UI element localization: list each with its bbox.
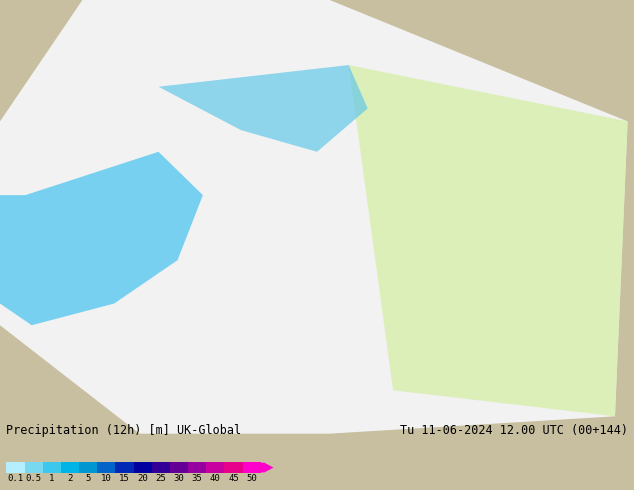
Text: 2: 2 (67, 474, 73, 483)
Bar (61, 462, 79, 473)
Bar (224, 462, 243, 473)
Text: 0.1: 0.1 (8, 474, 23, 483)
Text: Precipitation (12h) [m] UK-Global: Precipitation (12h) [m] UK-Global (6, 424, 242, 437)
Bar (152, 462, 170, 473)
Polygon shape (0, 0, 628, 434)
Text: 50: 50 (247, 474, 257, 483)
Bar (115, 462, 134, 473)
Text: 30: 30 (174, 474, 184, 483)
Bar (42, 462, 61, 473)
Polygon shape (0, 152, 203, 325)
Text: 20: 20 (138, 474, 148, 483)
Bar (134, 462, 152, 473)
Text: 0.5: 0.5 (25, 474, 42, 483)
Bar (6, 462, 25, 473)
Text: Tu 11-06-2024 12.00 UTC (00+144): Tu 11-06-2024 12.00 UTC (00+144) (399, 424, 628, 437)
Text: 35: 35 (192, 474, 202, 483)
Bar (97, 462, 115, 473)
Text: 1: 1 (49, 474, 55, 483)
Bar (243, 462, 261, 473)
Polygon shape (158, 65, 368, 152)
Bar (206, 462, 224, 473)
Bar (79, 462, 97, 473)
Text: 45: 45 (228, 474, 239, 483)
Bar (188, 462, 206, 473)
Bar (170, 462, 188, 473)
Text: 15: 15 (119, 474, 130, 483)
Text: 25: 25 (155, 474, 166, 483)
Text: 10: 10 (101, 474, 112, 483)
Bar (25, 462, 42, 473)
FancyArrow shape (261, 463, 273, 472)
Text: 5: 5 (86, 474, 91, 483)
Text: 40: 40 (210, 474, 221, 483)
Polygon shape (349, 65, 628, 416)
